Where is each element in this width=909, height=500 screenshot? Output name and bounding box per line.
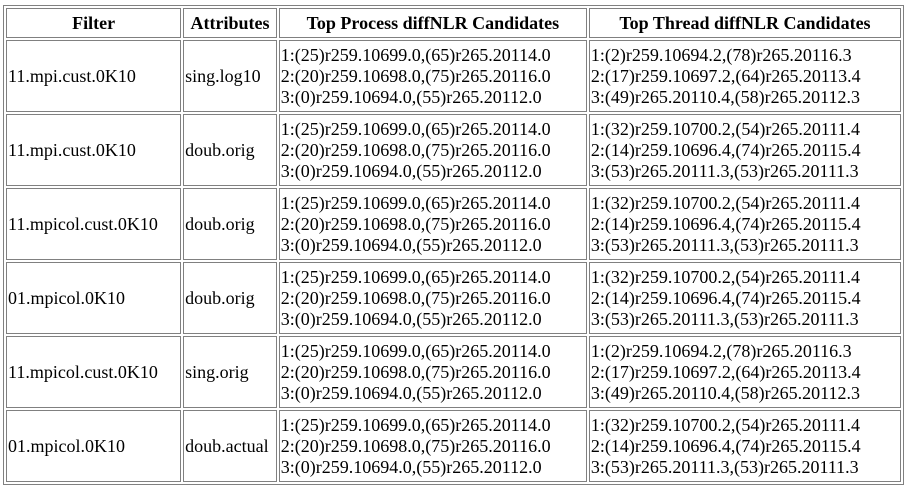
- filter-cell: 11.mpi.cust.0K10: [6, 114, 182, 186]
- table-row: 11.mpicol.cust.0K10 sing.orig 1:(25)r259…: [6, 336, 901, 408]
- header-thread-candidates: Top Thread diffNLR Candidates: [588, 8, 901, 38]
- process-candidate-line: 1:(25)r259.10699.0,(65)r265.20114.0: [280, 44, 551, 65]
- attributes-cell: sing.log10: [183, 40, 277, 112]
- process-candidate-line: 3:(0)r259.10694.0,(55)r265.20112.0: [280, 86, 542, 107]
- process-candidate-line: 2:(20)r259.10698.0,(75)r265.20116.0: [280, 65, 551, 86]
- thread-candidate-line: 3:(49)r265.20110.4,(58)r265.20112.3: [590, 86, 861, 107]
- filter-cell: 01.mpicol.0K10: [6, 410, 182, 482]
- header-attributes: Attributes: [183, 8, 277, 38]
- thread-candidate-line: 1:(2)r259.10694.2,(78)r265.20116.3: [590, 44, 852, 65]
- attributes-cell: doub.orig: [183, 114, 277, 186]
- thread-candidate-line: 3:(53)r265.20111.3,(53)r265.20111.3: [590, 234, 859, 255]
- candidates-table: Filter Attributes Top Process diffNLR Ca…: [3, 5, 904, 485]
- process-candidate-line: 1:(25)r259.10699.0,(65)r265.20114.0: [280, 340, 551, 361]
- thread-candidate-line: 3:(49)r265.20110.4,(58)r265.20112.3: [590, 382, 861, 403]
- thread-candidate-line: 2:(17)r259.10697.2,(64)r265.20113.4: [590, 361, 861, 382]
- thread-candidate-line: 2:(14)r259.10696.4,(74)r265.20115.4: [590, 139, 861, 160]
- process-candidate-line: 2:(20)r259.10698.0,(75)r265.20116.0: [280, 361, 551, 382]
- filter-cell: 11.mpicol.cust.0K10: [6, 188, 182, 260]
- filter-cell: 11.mpi.cust.0K10: [6, 40, 182, 112]
- attributes-cell: doub.orig: [183, 262, 277, 334]
- filter-cell: 11.mpicol.cust.0K10: [6, 336, 182, 408]
- process-candidate-line: 2:(20)r259.10698.0,(75)r265.20116.0: [280, 213, 551, 234]
- process-candidates-cell: 1:(25)r259.10699.0,(65)r265.20114.0 2:(2…: [278, 114, 587, 186]
- process-candidates-cell: 1:(25)r259.10699.0,(65)r265.20114.0 2:(2…: [278, 262, 587, 334]
- thread-candidate-line: 1:(32)r259.10700.2,(54)r265.20111.4: [590, 266, 861, 287]
- process-candidate-line: 3:(0)r259.10694.0,(55)r265.20112.0: [280, 382, 542, 403]
- attributes-cell: doub.actual: [183, 410, 277, 482]
- process-candidate-line: 3:(0)r259.10694.0,(55)r265.20112.0: [280, 308, 542, 329]
- process-candidate-line: 3:(0)r259.10694.0,(55)r265.20112.0: [280, 456, 542, 477]
- table-row: 11.mpi.cust.0K10 sing.log10 1:(25)r259.1…: [6, 40, 901, 112]
- table-row: 11.mpi.cust.0K10 doub.orig 1:(25)r259.10…: [6, 114, 901, 186]
- thread-candidate-line: 1:(32)r259.10700.2,(54)r265.20111.4: [590, 414, 861, 435]
- header-process-candidates: Top Process diffNLR Candidates: [278, 8, 587, 38]
- process-candidate-line: 2:(20)r259.10698.0,(75)r265.20116.0: [280, 435, 551, 456]
- attributes-cell: doub.orig: [183, 188, 277, 260]
- thread-candidates-cell: 1:(32)r259.10700.2,(54)r265.20111.4 2:(1…: [588, 410, 901, 482]
- process-candidate-line: 1:(25)r259.10699.0,(65)r265.20114.0: [280, 414, 551, 435]
- process-candidate-line: 3:(0)r259.10694.0,(55)r265.20112.0: [280, 160, 542, 181]
- header-filter: Filter: [6, 8, 182, 38]
- thread-candidate-line: 2:(14)r259.10696.4,(74)r265.20115.4: [590, 213, 861, 234]
- thread-candidate-line: 3:(53)r265.20111.3,(53)r265.20111.3: [590, 160, 859, 181]
- attributes-cell: sing.orig: [183, 336, 277, 408]
- thread-candidate-line: 1:(32)r259.10700.2,(54)r265.20111.4: [590, 118, 861, 139]
- thread-candidate-line: 3:(53)r265.20111.3,(53)r265.20111.3: [590, 456, 859, 477]
- header-row: Filter Attributes Top Process diffNLR Ca…: [6, 8, 901, 38]
- process-candidate-line: 1:(25)r259.10699.0,(65)r265.20114.0: [280, 266, 551, 287]
- table-row: 01.mpicol.0K10 doub.orig 1:(25)r259.1069…: [6, 262, 901, 334]
- thread-candidates-cell: 1:(32)r259.10700.2,(54)r265.20111.4 2:(1…: [588, 262, 901, 334]
- process-candidate-line: 2:(20)r259.10698.0,(75)r265.20116.0: [280, 139, 551, 160]
- process-candidates-cell: 1:(25)r259.10699.0,(65)r265.20114.0 2:(2…: [278, 40, 587, 112]
- process-candidate-line: 1:(25)r259.10699.0,(65)r265.20114.0: [280, 118, 551, 139]
- process-candidates-cell: 1:(25)r259.10699.0,(65)r265.20114.0 2:(2…: [278, 188, 587, 260]
- thread-candidate-line: 1:(32)r259.10700.2,(54)r265.20111.4: [590, 192, 861, 213]
- process-candidates-cell: 1:(25)r259.10699.0,(65)r265.20114.0 2:(2…: [278, 410, 587, 482]
- thread-candidate-line: 1:(2)r259.10694.2,(78)r265.20116.3: [590, 340, 852, 361]
- thread-candidates-cell: 1:(32)r259.10700.2,(54)r265.20111.4 2:(1…: [588, 188, 901, 260]
- filter-cell: 01.mpicol.0K10: [6, 262, 182, 334]
- thread-candidates-cell: 1:(2)r259.10694.2,(78)r265.20116.3 2:(17…: [588, 40, 901, 112]
- thread-candidates-cell: 1:(2)r259.10694.2,(78)r265.20116.3 2:(17…: [588, 336, 901, 408]
- thread-candidate-line: 2:(14)r259.10696.4,(74)r265.20115.4: [590, 287, 861, 308]
- process-candidate-line: 1:(25)r259.10699.0,(65)r265.20114.0: [280, 192, 551, 213]
- table-row: 11.mpicol.cust.0K10 doub.orig 1:(25)r259…: [6, 188, 901, 260]
- table-row: 01.mpicol.0K10 doub.actual 1:(25)r259.10…: [6, 410, 901, 482]
- process-candidate-line: 2:(20)r259.10698.0,(75)r265.20116.0: [280, 287, 551, 308]
- process-candidate-line: 3:(0)r259.10694.0,(55)r265.20112.0: [280, 234, 542, 255]
- thread-candidate-line: 2:(17)r259.10697.2,(64)r265.20113.4: [590, 65, 861, 86]
- process-candidates-cell: 1:(25)r259.10699.0,(65)r265.20114.0 2:(2…: [278, 336, 587, 408]
- thread-candidate-line: 2:(14)r259.10696.4,(74)r265.20115.4: [590, 435, 861, 456]
- thread-candidate-line: 3:(53)r265.20111.3,(53)r265.20111.3: [590, 308, 859, 329]
- thread-candidates-cell: 1:(32)r259.10700.2,(54)r265.20111.4 2:(1…: [588, 114, 901, 186]
